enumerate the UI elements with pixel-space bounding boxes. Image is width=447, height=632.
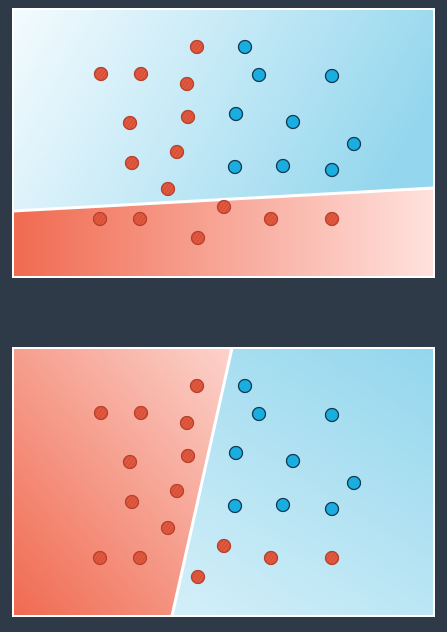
red-point bbox=[122, 115, 138, 131]
red-point bbox=[324, 550, 340, 566]
red-point bbox=[190, 230, 206, 246]
blue-point bbox=[227, 159, 243, 175]
blue-point bbox=[324, 501, 340, 517]
panel-border bbox=[12, 347, 435, 617]
red-point bbox=[179, 415, 195, 431]
red-region bbox=[13, 348, 232, 616]
red-point bbox=[93, 405, 109, 421]
blue-point bbox=[228, 106, 244, 122]
blue-point bbox=[346, 136, 362, 152]
decision-boundary bbox=[13, 186, 434, 213]
blue-point bbox=[285, 453, 301, 469]
blue-point bbox=[275, 158, 291, 174]
blue-point bbox=[285, 114, 301, 130]
red-point bbox=[190, 569, 206, 585]
blue-point bbox=[227, 498, 243, 514]
red-point bbox=[169, 144, 185, 160]
red-point bbox=[324, 211, 340, 227]
blue-point bbox=[275, 497, 291, 513]
red-point bbox=[189, 39, 205, 55]
red-point bbox=[93, 66, 109, 82]
red-point bbox=[132, 211, 148, 227]
red-point bbox=[160, 181, 176, 197]
red-point bbox=[179, 76, 195, 92]
blue-point bbox=[251, 406, 267, 422]
red-point bbox=[133, 405, 149, 421]
blue-point bbox=[237, 39, 253, 55]
decision-boundary bbox=[170, 348, 234, 616]
red-point bbox=[189, 378, 205, 394]
red-point bbox=[124, 494, 140, 510]
panel-border bbox=[12, 8, 435, 278]
red-point bbox=[263, 550, 279, 566]
red-point bbox=[160, 520, 176, 536]
red-point bbox=[180, 448, 196, 464]
red-point bbox=[92, 211, 108, 227]
blue-point bbox=[324, 68, 340, 84]
blue-point bbox=[251, 67, 267, 83]
red-point bbox=[124, 155, 140, 171]
blue-point bbox=[228, 445, 244, 461]
panel-bottom bbox=[13, 348, 434, 616]
blue-point bbox=[346, 475, 362, 491]
red-region bbox=[13, 188, 434, 277]
points bbox=[92, 39, 362, 585]
red-point bbox=[216, 538, 232, 554]
red-point bbox=[132, 550, 148, 566]
red-point bbox=[180, 109, 196, 125]
red-point bbox=[92, 550, 108, 566]
blue-point bbox=[324, 162, 340, 178]
red-point bbox=[216, 199, 232, 215]
red-point bbox=[133, 66, 149, 82]
blue-point bbox=[237, 378, 253, 394]
red-point bbox=[169, 483, 185, 499]
red-point bbox=[263, 211, 279, 227]
red-point bbox=[122, 454, 138, 470]
blue-point bbox=[324, 407, 340, 423]
panel-top bbox=[13, 9, 434, 277]
